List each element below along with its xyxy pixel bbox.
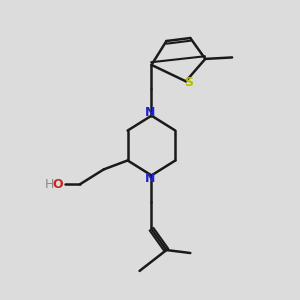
Text: N: N [145,106,155,118]
Text: S: S [184,76,193,89]
Text: O: O [52,178,63,191]
Text: H: H [45,178,54,191]
Text: N: N [145,172,155,185]
